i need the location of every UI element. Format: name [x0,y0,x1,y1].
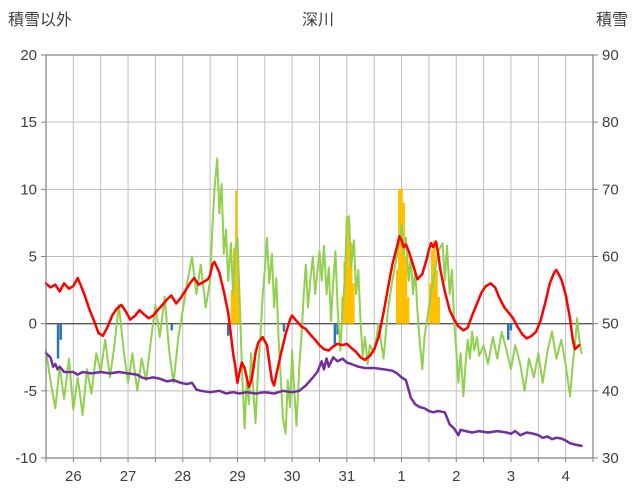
svg-text:28: 28 [174,468,191,485]
svg-text:5: 5 [29,249,37,266]
chart-title: 深川 [301,12,334,29]
svg-text:50: 50 [602,316,619,333]
svg-text:30: 30 [284,468,301,485]
red-line [44,235,581,389]
svg-text:-5: -5 [24,383,37,400]
svg-text:80: 80 [602,114,619,131]
svg-text:3: 3 [507,468,515,485]
right-axis-title: 積雪 [595,12,628,29]
svg-text:60: 60 [602,249,619,266]
svg-text:10: 10 [20,181,37,198]
svg-text:27: 27 [120,468,137,485]
svg-text:40: 40 [602,383,619,400]
blue-bars [56,323,513,359]
svg-text:20: 20 [20,47,37,64]
svg-text:90: 90 [602,47,619,64]
svg-text:15: 15 [20,114,37,131]
svg-text:1: 1 [397,468,405,485]
purple-line [44,351,583,448]
svg-text:4: 4 [561,468,569,485]
series-layer [44,157,583,448]
svg-text:26: 26 [65,468,82,485]
svg-text:70: 70 [602,181,619,198]
svg-text:30: 30 [602,450,619,467]
svg-text:2: 2 [452,468,460,485]
svg-text:29: 29 [229,468,246,485]
left-axis-title: 積雪以外 [8,12,73,29]
svg-text:-10: -10 [15,450,37,467]
axis-ticks [41,54,598,462]
green-line [45,157,583,435]
svg-text:0: 0 [29,316,37,333]
svg-text:31: 31 [339,468,356,485]
